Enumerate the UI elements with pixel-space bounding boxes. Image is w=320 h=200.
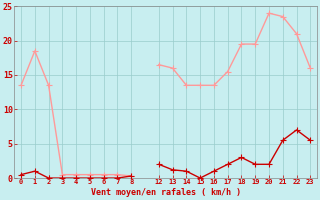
X-axis label: Vent moyen/en rafales ( km/h ): Vent moyen/en rafales ( km/h ) xyxy=(91,188,241,197)
